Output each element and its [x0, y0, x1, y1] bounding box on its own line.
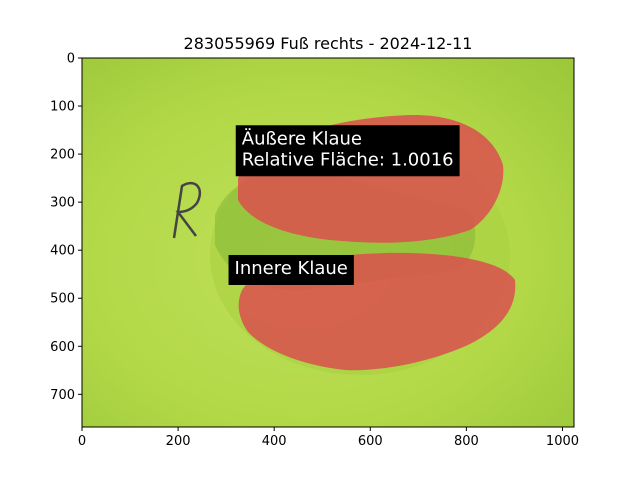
- x-axis: 0 200 400 600 800 1000: [78, 427, 579, 449]
- x-tick-label: 1000: [546, 434, 579, 449]
- y-tick-label: 400: [50, 244, 75, 259]
- annotation-2: Innere Klaue: [228, 254, 354, 285]
- annotation-text: Innere Klaue: [235, 258, 348, 279]
- x-tick-label: 600: [358, 434, 383, 449]
- annotation-box: [228, 254, 354, 285]
- y-tick-label: 100: [50, 100, 75, 115]
- y-tick-label: 500: [50, 292, 75, 307]
- y-tick-label: 200: [50, 148, 75, 163]
- plot-frame: [81, 57, 575, 428]
- y-axis: 0 100 200 300 400 500 600 700: [50, 52, 82, 403]
- y-tick-label: 300: [50, 196, 75, 211]
- annotation-box: [235, 125, 460, 177]
- x-tick-label: 0: [78, 434, 86, 449]
- y-tick-label: 700: [50, 388, 75, 403]
- annotation-text: Äußere Klaue: [242, 128, 362, 149]
- y-tick-label: 600: [50, 340, 75, 355]
- annotation-text: Relative Fläche: 1.0016: [242, 149, 454, 170]
- y-tick-label: 0: [67, 52, 75, 67]
- x-tick-label: 400: [262, 434, 287, 449]
- pencil-letter-r: [172, 181, 202, 239]
- x-tick-label: 800: [454, 434, 479, 449]
- chart-title: 283055969 Fuß rechts - 2024-12-11: [184, 34, 473, 53]
- image-area: [82, 58, 574, 427]
- x-tick-label: 200: [166, 434, 191, 449]
